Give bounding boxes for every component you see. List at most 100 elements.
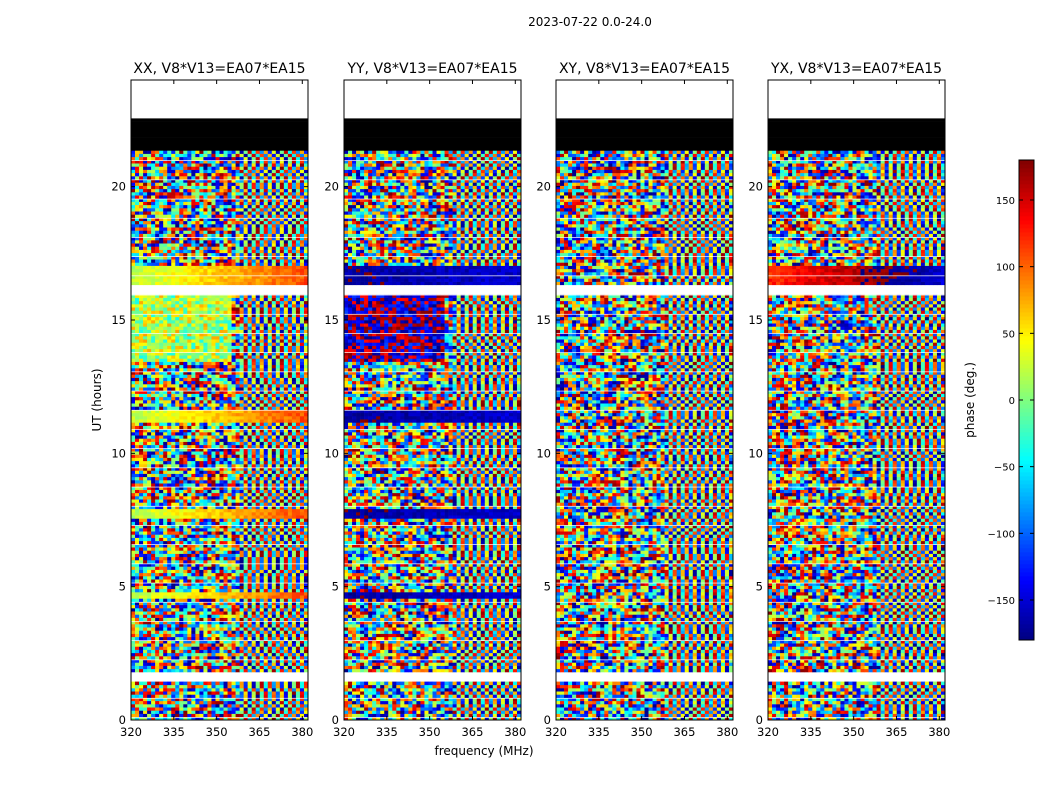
phase-cell [228, 365, 232, 369]
phase-cell [224, 518, 228, 522]
phase-cell [159, 464, 163, 468]
phase-cell [131, 365, 135, 369]
phase-cell [300, 618, 304, 622]
phase-cell [139, 592, 143, 596]
phase-cell [203, 531, 207, 535]
phase-cell [135, 605, 139, 609]
phase-cell [151, 419, 155, 423]
phase-cell [211, 688, 215, 692]
phase-cell [159, 403, 163, 407]
phase-cell [276, 650, 280, 654]
phase-cell [260, 605, 264, 609]
phase-cell [244, 560, 248, 564]
phase-cell [296, 432, 300, 436]
phase-cell [224, 438, 228, 442]
phase-cell [191, 714, 195, 718]
phase-cell [300, 586, 304, 590]
phase-cell [151, 541, 155, 545]
phase-cell [300, 704, 304, 708]
phase-cell [163, 394, 167, 398]
phase-cell [143, 461, 147, 465]
phase-cell [296, 365, 300, 369]
phase-cell [240, 570, 244, 574]
phase-cell [248, 477, 252, 481]
phase-cell [155, 515, 159, 519]
phase-cell [195, 515, 199, 519]
phase-cell [252, 566, 256, 570]
phase-cell [179, 464, 183, 468]
phase-cell [147, 461, 151, 465]
phase-cell [171, 422, 175, 426]
phase-cell [268, 694, 272, 698]
phase-cell [276, 422, 280, 426]
phase-cell [288, 662, 292, 666]
phase-cell [220, 688, 224, 692]
phase-cell [228, 608, 232, 612]
phase-cell [236, 483, 240, 487]
phase-cell [211, 470, 215, 474]
phase-cell [135, 387, 139, 391]
phase-cell [147, 653, 151, 657]
phase-cell [296, 627, 300, 631]
phase-cell [224, 349, 228, 353]
phase-cell [276, 451, 280, 455]
phase-cell [151, 374, 155, 378]
phase-cell [300, 435, 304, 439]
phase-cell [260, 493, 264, 497]
phase-cell [292, 576, 296, 580]
phase-cell [236, 595, 240, 599]
phase-cell [244, 557, 248, 561]
phase-cell [207, 438, 211, 442]
phase-cell [131, 531, 135, 535]
phase-cell [228, 627, 232, 631]
phase-cell [143, 685, 147, 689]
phase-cell [151, 416, 155, 420]
phase-cell [224, 432, 228, 436]
phase-cell [195, 592, 199, 596]
phase-cell [203, 662, 207, 666]
phase-cell [195, 560, 199, 564]
phase-cell [236, 355, 240, 359]
phase-cell [300, 653, 304, 657]
phase-cell [159, 438, 163, 442]
phase-cell [175, 435, 179, 439]
phase-cell [300, 387, 304, 391]
phase-cell [143, 611, 147, 615]
phase-cell [159, 499, 163, 503]
phase-cell [228, 547, 232, 551]
phase-cell [232, 480, 236, 484]
phase-cell [236, 598, 240, 602]
phase-cell [155, 483, 159, 487]
phase-cell [220, 557, 224, 561]
phase-cell [264, 547, 268, 551]
phase-cell [240, 394, 244, 398]
phase-cell [155, 419, 159, 423]
phase-cell [280, 605, 284, 609]
phase-cell [300, 550, 304, 554]
phase-cell [256, 403, 260, 407]
phase-cell [191, 493, 195, 497]
phase-cell [248, 493, 252, 497]
phase-cell [260, 643, 264, 647]
phase-cell [131, 438, 135, 442]
phase-cell [215, 586, 219, 590]
phase-cell [272, 416, 276, 420]
phase-cell [220, 541, 224, 545]
phase-cell [167, 381, 171, 385]
phase-cell [300, 413, 304, 417]
phase-cell [232, 368, 236, 372]
phase-cell [131, 557, 135, 561]
phase-cell [163, 531, 167, 535]
phase-cell [159, 573, 163, 577]
phase-cell [195, 365, 199, 369]
phase-cell [171, 643, 175, 647]
phase-cell [248, 358, 252, 362]
phase-cell [155, 557, 159, 561]
phase-cell [240, 634, 244, 638]
phase-cell [139, 387, 143, 391]
phase-cell [187, 634, 191, 638]
phase-cell [240, 518, 244, 522]
phase-cell [224, 704, 228, 708]
phase-cell [175, 634, 179, 638]
phase-cell [139, 637, 143, 641]
